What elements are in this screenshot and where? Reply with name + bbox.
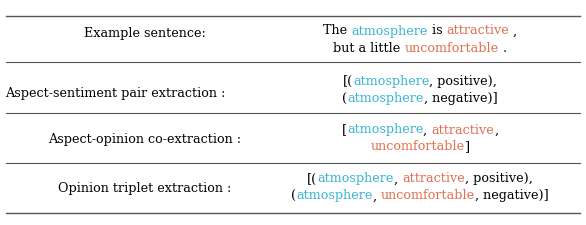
Text: , negative)]: , negative)] xyxy=(475,189,548,202)
Text: atmosphere: atmosphere xyxy=(318,172,394,185)
Text: (: ( xyxy=(291,189,297,202)
Text: , negative)]: , negative)] xyxy=(424,92,498,105)
Text: , positive),: , positive), xyxy=(465,172,533,185)
Text: .: . xyxy=(499,41,507,54)
Text: ,: , xyxy=(509,24,517,37)
Text: uncomfortable: uncomfortable xyxy=(370,140,465,153)
Text: uncomfortable: uncomfortable xyxy=(404,41,499,54)
Text: atmosphere: atmosphere xyxy=(347,92,424,105)
Text: ,: , xyxy=(373,189,381,202)
Text: Aspect-sentiment pair extraction :: Aspect-sentiment pair extraction : xyxy=(5,86,226,99)
Text: attractive: attractive xyxy=(431,123,494,136)
Text: [(: [( xyxy=(308,172,318,185)
Text: The: The xyxy=(323,24,351,37)
Text: ]: ] xyxy=(465,140,469,153)
Text: [(: [( xyxy=(343,74,353,87)
Text: is: is xyxy=(428,24,446,37)
Text: atmosphere: atmosphere xyxy=(353,74,430,87)
Text: atmosphere: atmosphere xyxy=(351,24,428,37)
Text: attractive: attractive xyxy=(446,24,509,37)
Text: Opinion triplet extraction :: Opinion triplet extraction : xyxy=(59,182,231,195)
Text: Aspect-opinion co-extraction :: Aspect-opinion co-extraction : xyxy=(49,132,241,145)
Text: ,: , xyxy=(394,172,402,185)
Text: Example sentence:: Example sentence: xyxy=(84,27,206,40)
Text: ,: , xyxy=(494,123,498,136)
Text: uncomfortable: uncomfortable xyxy=(381,189,475,202)
Text: atmosphere: atmosphere xyxy=(347,123,423,136)
Text: but a little: but a little xyxy=(333,41,404,54)
Text: [: [ xyxy=(342,123,347,136)
Text: , positive),: , positive), xyxy=(430,74,497,87)
Text: atmosphere: atmosphere xyxy=(297,189,373,202)
Text: (: ( xyxy=(342,92,347,105)
Text: ,: , xyxy=(423,123,431,136)
Text: attractive: attractive xyxy=(402,172,465,185)
